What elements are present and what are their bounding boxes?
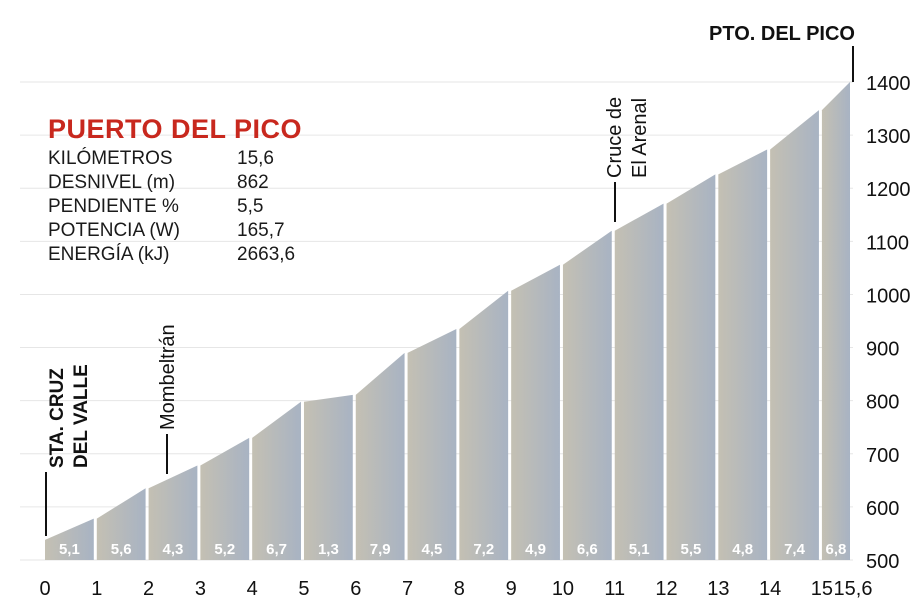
gradient-label: 5,1 [59,541,80,558]
stat-value: 165,7 [237,220,285,241]
gradient-label: 5,6 [111,541,132,558]
x-tick-label: 8 [454,578,465,600]
y-tick-label: 700 [866,445,899,467]
gradient-label: 6,6 [577,541,598,558]
climb-info-panel: PUERTO DEL PICO KILÓMETROS 15,6 DESNIVEL … [48,114,302,267]
stat-value: 5,5 [237,196,264,217]
x-tick-label: 4 [247,578,258,600]
gradient-label: 6,7 [266,541,287,558]
x-axis-ticks: 0 1 2 3 4 5 6 7 8 9 10 11 12 13 14 15 15,6 [39,578,872,600]
y-tick-label: 500 [866,551,899,573]
profile-segment [96,488,146,560]
gradient-label: 1,3 [318,541,339,558]
profile-segment [459,290,509,560]
x-tick-label: 5 [298,578,309,600]
profile-segment [666,174,716,560]
gradient-labels: 5,1 5,6 4,3 5,2 6,7 1,3 7,9 4,5 7,2 4,9 6,6 5,1 5,5 4… [59,541,846,558]
stat-label: ENERGÍA (kJ) [48,244,170,265]
y-tick-label: 1300 [866,126,911,148]
annotation-cruce: Cruce de El Arenal [604,97,651,178]
profile-segment [718,149,768,560]
stat-label: KILÓMETROS [48,148,173,169]
x-tick-label: 3 [195,578,206,600]
x-tick-label: 7 [402,578,413,600]
y-tick-label: 600 [866,498,899,520]
gradient-label: 5,1 [629,541,650,558]
y-tick-label: 1100 [866,232,909,254]
y-tick-label: 1200 [866,179,911,201]
climb-title: PUERTO DEL PICO [48,114,303,144]
stat-row: POTENCIA (W) 165,7 [48,219,295,243]
stat-row: DESNIVEL (m) 862 [48,171,295,195]
annotation-sta-cruz: STA. CRUZ DEL VALLE [47,364,92,468]
stat-label: POTENCIA (W) [48,220,180,241]
x-tick-label: 10 [552,578,574,600]
profile-segment [355,352,405,560]
gradient-label: 4,5 [422,541,443,558]
gradient-label: 7,2 [473,541,494,558]
annotation-mombeltran: Mombeltrán [157,324,179,430]
y-tick-label: 900 [866,339,899,361]
x-tick-label: 2 [143,578,154,600]
stat-value: 2663,6 [237,244,296,265]
place-annotations: STA. CRUZ DEL VALLE Mombeltrán Cruce de El A… [45,23,855,536]
stat-label: DESNIVEL (m) [48,172,176,193]
profile-segment [252,401,301,560]
profile-segment [407,328,457,560]
profile-segment [562,230,612,560]
x-tick-label: 6 [350,578,361,600]
stat-label: PENDIENTE % [48,196,179,217]
annotation-pto-del-pico: PTO. DEL PICO [709,23,855,45]
profile-segment [821,82,850,560]
gradient-label: 6,8 [826,541,847,558]
profile-segment [45,518,94,560]
profile-segment [148,465,198,560]
gradient-label: 4,9 [525,541,546,558]
x-tick-label: 11 [604,578,625,600]
profile-segment [511,264,560,560]
gradient-label: 5,2 [214,541,235,558]
profile-segment [770,110,819,560]
y-tick-label: 1400 [866,73,911,95]
profile-segment [303,394,353,560]
stat-value: 862 [237,172,269,193]
stat-row: KILÓMETROS 15,6 [48,147,295,171]
x-tick-label: 14 [759,578,781,600]
x-tick-label: 13 [707,578,729,600]
x-tick-label: 15,6 [834,578,873,600]
y-axis-ticks: 500 600 700 800 900 1000 1100 1200 1300 1400 [866,73,911,573]
climb-stats-table: KILÓMETROS 15,6 DESNIVEL (m) 862 PENDIENTE… [48,147,295,267]
x-tick-label: 12 [655,578,677,600]
y-tick-label: 1000 [866,285,911,307]
stat-value: 15,6 [237,148,274,169]
gradient-label: 7,4 [784,541,806,558]
gradient-label: 5,5 [681,541,702,558]
profile-segment [200,437,250,560]
stat-row: PENDIENTE % 5,5 [48,195,295,219]
gradient-label: 4,3 [163,541,184,558]
gradient-label: 7,9 [370,541,391,558]
x-tick-label: 9 [506,578,517,600]
profile-segments [45,82,850,560]
x-tick-label: 15 [811,578,833,600]
x-tick-label: 0 [39,578,50,600]
y-tick-label: 800 [866,392,899,414]
gradient-label: 4,8 [732,541,753,558]
x-tick-label: 1 [91,578,102,600]
profile-segment [614,203,664,560]
stat-row: ENERGÍA (kJ) 2663,6 [48,243,295,267]
